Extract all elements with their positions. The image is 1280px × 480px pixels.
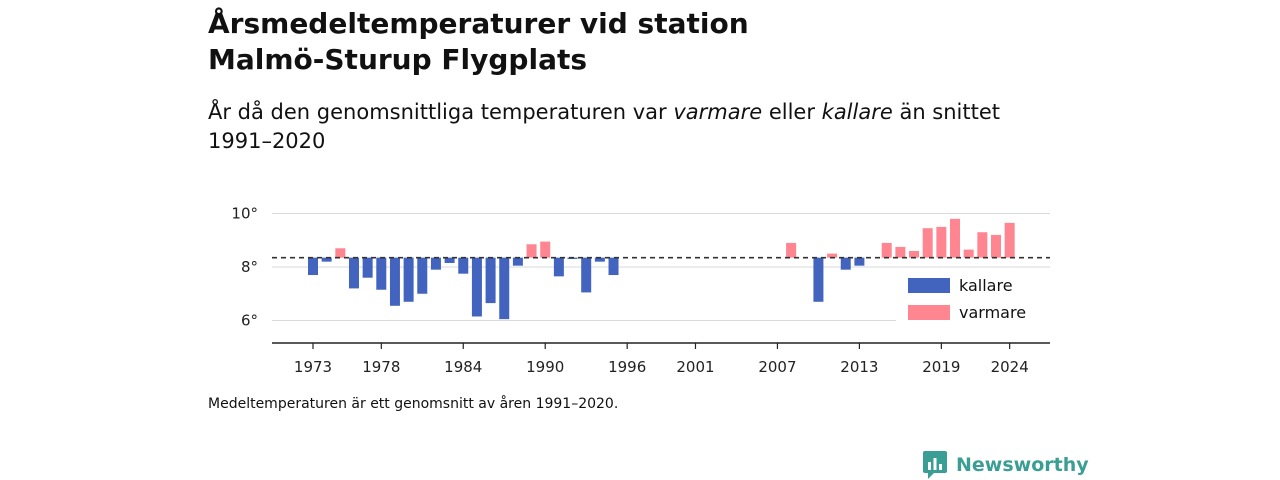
bar-1979 — [389, 257, 400, 306]
subtitle-part-kallare: kallare — [821, 100, 893, 124]
legend: kallare varmare — [896, 272, 1055, 326]
legend-label-varmare: varmare — [959, 303, 1026, 322]
bar-1985 — [471, 257, 482, 317]
bar-2019 — [936, 226, 947, 258]
y-axis-tick-labels: 6° 8° 10° — [231, 205, 258, 330]
x-tick-label: 2019 — [922, 358, 960, 376]
bar-1991 — [553, 257, 564, 277]
bar-2016 — [895, 246, 906, 258]
x-tick-label: 1978 — [362, 358, 400, 376]
subtitle-line-1: År då den genomsnittliga temperaturen va… — [208, 98, 1028, 127]
bar-2013 — [854, 257, 865, 266]
x-axis-ticks: 1973 1978 1984 1990 1996 2001 2007 2013 2019 2024 — [294, 343, 1029, 376]
bar-1981 — [417, 257, 428, 294]
x-tick-label: 1984 — [444, 358, 482, 376]
bar-2015 — [881, 242, 892, 258]
bar-1983 — [444, 257, 455, 263]
bar-1980 — [403, 257, 414, 302]
footnote: Medeltemperaturen är ett genomsnitt av å… — [208, 396, 619, 412]
bar-2008 — [786, 242, 797, 258]
bar-2011 — [827, 253, 838, 258]
chart-title-line-2: Malmö-Sturup Flygplats — [208, 43, 588, 76]
x-tick-label: 2024 — [991, 358, 1029, 376]
bar-1987 — [499, 257, 510, 320]
x-tick-label: 1996 — [608, 358, 646, 376]
newsworthy-logo-icon — [923, 451, 947, 479]
chart-title-line-1: Årsmedeltemperaturer vid station — [208, 7, 749, 40]
bar-1986 — [485, 257, 496, 304]
legend-swatch-varmare — [908, 305, 950, 320]
bar-1995 — [608, 257, 619, 276]
x-tick-label: 1973 — [294, 358, 332, 376]
bar-1989 — [526, 244, 537, 258]
chart-title: Årsmedeltemperaturer vid station Malmö-S… — [208, 6, 968, 78]
x-tick-label: 1990 — [526, 358, 564, 376]
bar-1974 — [321, 257, 332, 262]
subtitle-part-3: eller — [762, 100, 822, 124]
y-tick-label: 6° — [241, 312, 258, 330]
bar-2017 — [909, 250, 920, 258]
bar-1988 — [512, 257, 523, 266]
x-tick-label: 2001 — [676, 358, 714, 376]
subtitle-line-2: 1991–2020 — [208, 129, 326, 153]
bar-1975 — [335, 248, 346, 258]
bar-1982 — [430, 257, 441, 270]
bar-1973 — [308, 257, 318, 276]
bar-2018 — [922, 228, 933, 258]
bar-2010 — [813, 257, 824, 302]
bar-1993 — [581, 257, 592, 293]
bar-2021 — [963, 249, 974, 258]
bar-1977 — [362, 257, 373, 278]
subtitle-part-varmare: varmare — [673, 100, 763, 124]
bar-1976 — [348, 257, 359, 289]
legend-swatch-kallare — [908, 278, 950, 293]
chart-subtitle: År då den genomsnittliga temperaturen va… — [208, 98, 1028, 156]
bar-1990 — [540, 241, 551, 258]
brand-logo: Newsworthy — [922, 450, 1089, 480]
bar-1984 — [458, 257, 469, 274]
subtitle-part-5: än snittet — [892, 100, 1001, 124]
y-tick-label: 8° — [241, 258, 258, 276]
bar-2023 — [991, 234, 1001, 258]
bar-series — [308, 218, 1015, 320]
y-tick-label: 10° — [231, 205, 258, 223]
bar-2022 — [977, 232, 988, 258]
subtitle-part-1: År då den genomsnittliga temperaturen va… — [208, 100, 674, 124]
bar-1978 — [376, 257, 387, 290]
x-tick-label: 2007 — [758, 358, 796, 376]
legend-label-kallare: kallare — [959, 276, 1013, 295]
x-tick-label: 2013 — [840, 358, 878, 376]
bar-2012 — [840, 257, 851, 270]
bar-1994 — [594, 257, 605, 262]
bar-2020 — [950, 218, 961, 258]
bar-2024 — [1004, 222, 1015, 258]
brand-name: Newsworthy — [956, 454, 1089, 476]
